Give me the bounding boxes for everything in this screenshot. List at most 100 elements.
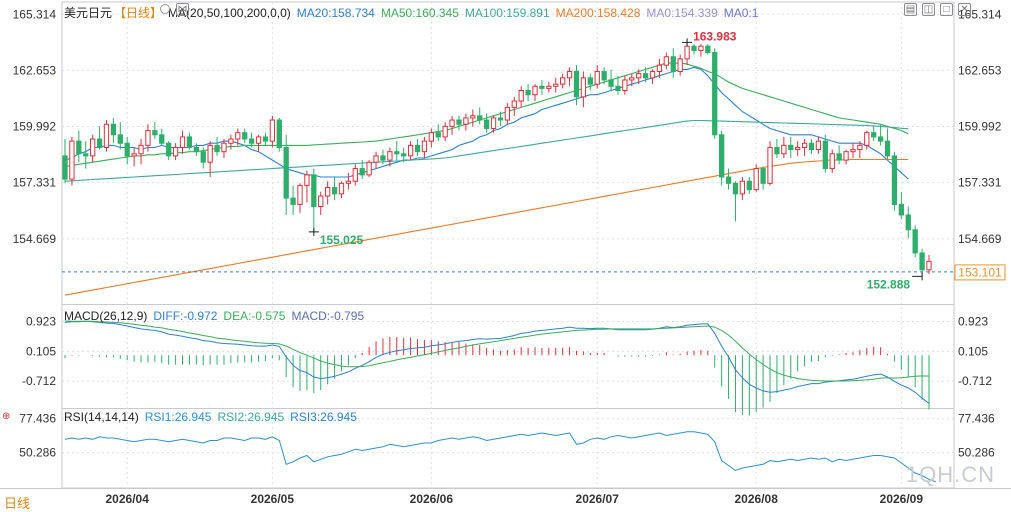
time-tick-label: 2026/07 bbox=[576, 492, 620, 506]
candle-body bbox=[732, 182, 739, 195]
candle-body bbox=[449, 119, 455, 127]
candle-body bbox=[698, 45, 704, 51]
candle-body bbox=[753, 168, 759, 191]
price-tick-right: 157.331 bbox=[958, 176, 1002, 190]
candle-body bbox=[760, 168, 766, 184]
macd-tick-left: 0.105 bbox=[26, 344, 56, 358]
settings-icon[interactable] bbox=[160, 4, 170, 14]
candle-body bbox=[649, 71, 656, 79]
candle-body bbox=[691, 45, 697, 51]
indicator-settings-icon[interactable]: ▤ bbox=[904, 3, 917, 16]
candle-body bbox=[421, 140, 428, 153]
candle-body bbox=[926, 260, 932, 271]
period-tag[interactable]: 【日线】 bbox=[114, 6, 163, 20]
candle-body bbox=[718, 134, 725, 178]
candle-body bbox=[366, 161, 372, 176]
candle-body bbox=[587, 77, 593, 85]
candle-body bbox=[871, 132, 877, 138]
candle-body bbox=[262, 136, 269, 142]
macd-tick-right: -0.712 bbox=[958, 374, 992, 388]
candle-body bbox=[235, 132, 241, 140]
candle-body bbox=[207, 144, 213, 163]
candle-body bbox=[76, 140, 82, 155]
candle-body bbox=[276, 119, 282, 148]
macd-layer bbox=[64, 320, 930, 416]
candle-body bbox=[636, 73, 642, 79]
macd-tick-right: 0.923 bbox=[958, 315, 988, 329]
candle-body bbox=[401, 153, 407, 157]
macd-tick-left: -0.712 bbox=[22, 374, 56, 388]
candle-body bbox=[532, 85, 538, 96]
candle-body bbox=[829, 153, 835, 170]
candle-body bbox=[739, 180, 746, 195]
max-price-label: 163.983 bbox=[693, 29, 737, 43]
last-price-label: 153.101 bbox=[958, 265, 1002, 279]
candle-body bbox=[684, 45, 690, 60]
candle-body bbox=[725, 176, 732, 184]
min-marker-2 bbox=[912, 272, 923, 281]
candle-body bbox=[166, 142, 172, 157]
rsi-name[interactable]: RSI(14,14,14) bbox=[64, 410, 139, 424]
candle-body bbox=[124, 142, 130, 157]
candle-body bbox=[269, 119, 276, 142]
candle-body bbox=[228, 138, 234, 144]
candle-body bbox=[304, 174, 310, 186]
candle-body bbox=[248, 138, 255, 144]
rsi-tick-left: 77.436 bbox=[19, 412, 56, 426]
candle-body bbox=[283, 146, 289, 199]
candle-body bbox=[96, 138, 103, 148]
candle-body bbox=[781, 144, 787, 155]
period-tab-daily[interactable]: 日线 bbox=[4, 496, 31, 511]
candle-body bbox=[483, 119, 490, 129]
candle-body bbox=[601, 71, 607, 81]
ma20-value: MA20:158.734 bbox=[296, 6, 375, 20]
candle-body bbox=[788, 144, 794, 151]
candle-body bbox=[815, 140, 822, 151]
formula-icon[interactable]: ⋈ bbox=[176, 3, 189, 16]
maximize-icon[interactable]: □ bbox=[940, 3, 953, 16]
close-icon[interactable]: ✕ bbox=[958, 3, 971, 16]
candle-body bbox=[836, 153, 842, 161]
rsi-tick-right: 77.436 bbox=[958, 412, 995, 426]
price-tick-left: 162.653 bbox=[13, 63, 57, 77]
ma100-value: MA100:159.891 bbox=[464, 6, 550, 20]
ma0-value-a: MA0:154.339 bbox=[646, 6, 718, 20]
candle-body bbox=[642, 73, 649, 79]
price-header: 美元日元 【日线】 MA(20,50,100,200,0,0) MA20:158.73… bbox=[64, 4, 764, 21]
max-marker bbox=[682, 38, 693, 47]
candle-body bbox=[525, 89, 531, 96]
candle-body bbox=[767, 146, 773, 184]
candle-body bbox=[442, 125, 448, 138]
macd-tick-right: 0.105 bbox=[958, 344, 988, 358]
candle-body bbox=[311, 174, 317, 208]
candle-body bbox=[338, 182, 345, 195]
crosshair-icon: ⊕ bbox=[2, 411, 11, 422]
candle-body bbox=[117, 134, 123, 144]
macd-name[interactable]: MACD(26,12,9) bbox=[64, 309, 148, 323]
candle-body bbox=[318, 195, 324, 208]
candle-body bbox=[497, 117, 504, 121]
ma-line-ma100 bbox=[64, 119, 909, 182]
candle-body bbox=[822, 140, 828, 170]
candle-body bbox=[884, 140, 891, 157]
candle-body bbox=[746, 180, 752, 191]
candle-body bbox=[387, 151, 393, 161]
macd-diff-value: DIFF:-0.972 bbox=[153, 309, 218, 323]
ma-indicator-name[interactable]: MA(20,50,100,200,0,0) bbox=[168, 6, 291, 20]
restore-icon[interactable]: ◫ bbox=[922, 3, 935, 16]
candle-body bbox=[394, 151, 400, 155]
candle-body bbox=[656, 64, 663, 73]
candle-body bbox=[359, 168, 365, 176]
candle-body bbox=[297, 184, 303, 205]
candle-body bbox=[186, 136, 193, 148]
candle-body bbox=[912, 229, 918, 254]
candle-body bbox=[325, 187, 331, 197]
candle-body bbox=[131, 153, 137, 157]
candle-body bbox=[670, 56, 676, 73]
candle-body bbox=[145, 130, 151, 146]
ma-line-ma200 bbox=[64, 158, 909, 296]
candle-body bbox=[331, 187, 338, 195]
candle-body bbox=[463, 117, 469, 125]
candle-body bbox=[539, 85, 545, 89]
candle-body bbox=[62, 155, 68, 180]
